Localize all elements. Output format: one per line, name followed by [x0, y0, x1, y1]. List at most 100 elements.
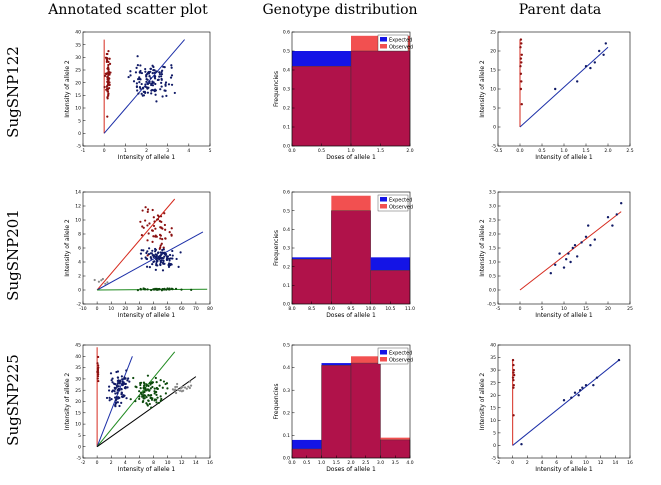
- y-tick-label: 10: [75, 422, 81, 428]
- data-point: [106, 87, 109, 90]
- y-axis-label: Intensity of allele 2: [479, 60, 486, 118]
- data-point: [150, 394, 153, 397]
- x-tick-label: 60: [179, 306, 185, 312]
- data-point: [154, 75, 157, 78]
- y-tick-label: 5: [78, 118, 81, 124]
- data-point: [158, 75, 161, 78]
- data-point: [139, 252, 143, 255]
- data-point: [173, 389, 176, 392]
- data-point: [519, 87, 523, 91]
- data-point: [175, 257, 178, 261]
- data-point: [107, 60, 110, 64]
- data-point: [154, 376, 157, 380]
- data-point: [155, 260, 158, 264]
- x-tick-label: 9.0: [328, 306, 335, 312]
- data-point: [116, 392, 119, 395]
- x-tick-label: 40: [151, 306, 157, 312]
- data-point: [161, 237, 164, 241]
- y-tick-label: 0.2: [283, 264, 290, 270]
- data-point: [147, 72, 151, 75]
- data-point: [135, 82, 139, 85]
- x-tick-label: 2.0: [604, 148, 611, 154]
- row-label-sugsnp225: SugSNP225: [4, 354, 22, 446]
- data-point: [155, 401, 158, 404]
- legend-expected-swatch: [380, 37, 387, 42]
- data-point: [164, 228, 167, 231]
- data-point: [157, 288, 160, 291]
- data-point: [161, 257, 164, 260]
- y-tick-label: 40: [75, 30, 81, 36]
- data-point: [569, 260, 572, 264]
- y-tick-label: 0.5: [489, 274, 496, 280]
- data-point: [160, 397, 163, 401]
- data-point: [140, 249, 143, 252]
- data-point: [615, 213, 618, 216]
- data-point: [169, 257, 172, 260]
- y-tick-label: 1.0: [489, 260, 496, 266]
- data-point: [154, 268, 157, 271]
- y-tick-label: 0.0: [283, 456, 290, 462]
- y-tick-label: 6: [78, 246, 81, 252]
- data-point: [170, 227, 173, 230]
- data-point: [138, 70, 141, 74]
- data-point: [110, 398, 113, 401]
- data-point: [159, 379, 162, 382]
- data-point: [146, 91, 150, 94]
- data-point: [180, 288, 183, 291]
- y-tick-label: 0: [78, 131, 81, 137]
- y-tick-label: 45: [75, 343, 81, 349]
- data-point: [106, 115, 109, 118]
- data-point: [154, 88, 157, 91]
- x-tick-label: 3: [166, 148, 169, 154]
- data-point: [581, 386, 584, 389]
- data-point: [170, 74, 174, 77]
- data-point: [159, 237, 162, 240]
- data-point: [108, 385, 111, 388]
- data-point: [151, 64, 154, 67]
- data-point: [175, 391, 178, 395]
- y-tick-label: 35: [75, 42, 81, 48]
- x-tick-label: 10.5: [385, 306, 395, 312]
- data-point: [161, 269, 165, 272]
- fit-line-blue: [103, 39, 185, 134]
- data-point: [144, 85, 147, 88]
- data-point: [519, 38, 523, 41]
- data-point: [152, 69, 155, 72]
- x-tick-label: 15: [583, 306, 589, 312]
- data-point: [155, 70, 158, 73]
- y-tick-label: 10: [75, 106, 81, 112]
- data-point: [160, 71, 163, 74]
- data-point: [151, 263, 154, 266]
- x-tick-label: 8: [570, 460, 573, 466]
- data-point: [151, 229, 154, 232]
- x-tick-label: 4.0: [406, 460, 413, 466]
- data-point: [520, 42, 523, 45]
- data-point: [146, 208, 150, 211]
- x-tick-label: 0: [511, 460, 514, 466]
- data-point: [512, 368, 515, 372]
- x-tick-label: 10: [561, 306, 567, 312]
- data-point: [140, 257, 143, 260]
- data-point: [577, 394, 580, 397]
- data-point: [142, 381, 146, 384]
- y-tick-label: 3.0: [489, 204, 496, 210]
- data-point: [158, 258, 161, 261]
- y-tick-label: 0: [493, 125, 496, 131]
- x-tick-label: 30: [137, 306, 143, 312]
- x-tick-label: -5: [496, 306, 501, 312]
- bar-expected-excess: [292, 257, 332, 260]
- data-point: [124, 377, 127, 380]
- data-point: [578, 389, 582, 392]
- y-tick-label: 0.1: [283, 433, 290, 439]
- data-point: [107, 92, 110, 95]
- y-tick-label: 20: [490, 49, 496, 55]
- y-tick-label: 0: [78, 288, 81, 294]
- data-point: [159, 88, 162, 91]
- data-point: [136, 289, 140, 292]
- data-point: [150, 288, 153, 292]
- data-point: [168, 287, 171, 290]
- bar-observed-excess: [380, 437, 410, 440]
- data-point: [164, 392, 167, 395]
- data-point: [134, 400, 137, 403]
- y-tick-label: 0.4: [283, 365, 290, 371]
